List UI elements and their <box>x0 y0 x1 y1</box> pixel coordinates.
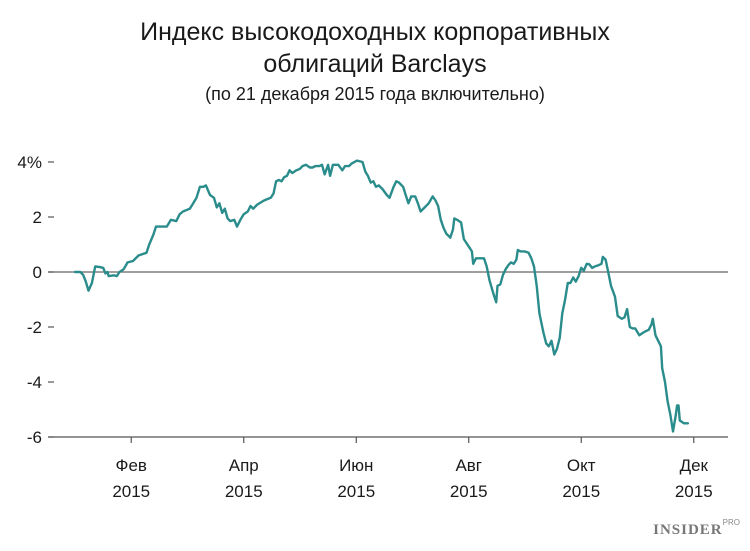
y-tick-label: 2 <box>33 208 42 227</box>
y-tick-label: -2 <box>27 318 42 337</box>
chart-title-line2: облигаций Barclays <box>263 50 487 78</box>
x-tick-year-label: 2015 <box>450 482 488 501</box>
x-tick-month-label: Июн <box>339 456 373 475</box>
x-tick-month-label: Дек <box>680 456 709 475</box>
y-tick-label: 0 <box>33 263 42 282</box>
x-axis-ticks: Фев 2015 Апр 2015 Июн 2015 Авг 2015 Окт 2015 Дек 20… <box>112 437 713 501</box>
chart-axes <box>48 271 728 438</box>
x-tick-month-label: Апр <box>229 456 259 475</box>
x-tick-year-label: 2015 <box>112 482 150 501</box>
x-tick-year-label: 2015 <box>562 482 600 501</box>
x-tick-year-label: 2015 <box>675 482 713 501</box>
x-tick-month-label: Окт <box>567 456 596 475</box>
x-tick-month-label: Авг <box>455 456 482 475</box>
logo-sup: PRO <box>722 518 740 527</box>
chart-subtitle: (по 21 декабря 2015 года включительно) <box>205 84 545 104</box>
y-tick-label: -4 <box>27 373 42 392</box>
y-tick-label: 4% <box>17 153 42 172</box>
logo-brand: INSIDER <box>653 522 723 538</box>
series-line <box>73 159 690 433</box>
y-tick-label: -6 <box>27 428 42 447</box>
x-tick-month-label: Фев <box>116 456 147 475</box>
chart-header: Индекс высокодоходных корпоративных обли… <box>0 16 750 106</box>
x-tick-year-label: 2015 <box>337 482 375 501</box>
insider-pro-logo: INSIDERPRO <box>653 518 740 539</box>
y-axis-ticks: 4% 2 0 -2 -4 -6 <box>17 153 54 447</box>
chart-title-line1: Индекс высокодоходных корпоративных <box>140 18 610 46</box>
x-tick-year-label: 2015 <box>225 482 263 501</box>
